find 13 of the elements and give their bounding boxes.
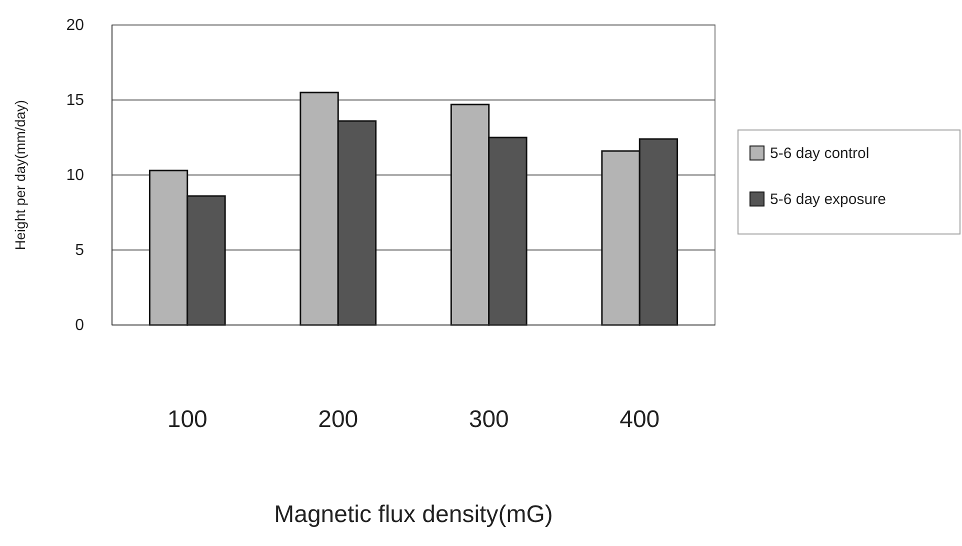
x-axis-title: Magnetic flux density(mG): [274, 501, 553, 528]
y-tick-label: 15: [66, 92, 84, 110]
legend-label: 5-6 day exposure: [770, 191, 886, 208]
y-tick-label: 0: [75, 317, 84, 334]
x-tick-label: 400: [620, 406, 660, 434]
x-tick-label: 300: [468, 406, 509, 434]
x-tick-label: 100: [167, 406, 208, 434]
y-tick-label: 5: [75, 242, 84, 260]
y-axis-title: Height per day(mm/day): [12, 100, 28, 250]
legend-label: 5-6 day control: [770, 145, 870, 162]
y-tick-label: 20: [66, 17, 84, 34]
x-tick-label: 200: [318, 406, 358, 434]
y-tick-label: 10: [66, 167, 84, 184]
